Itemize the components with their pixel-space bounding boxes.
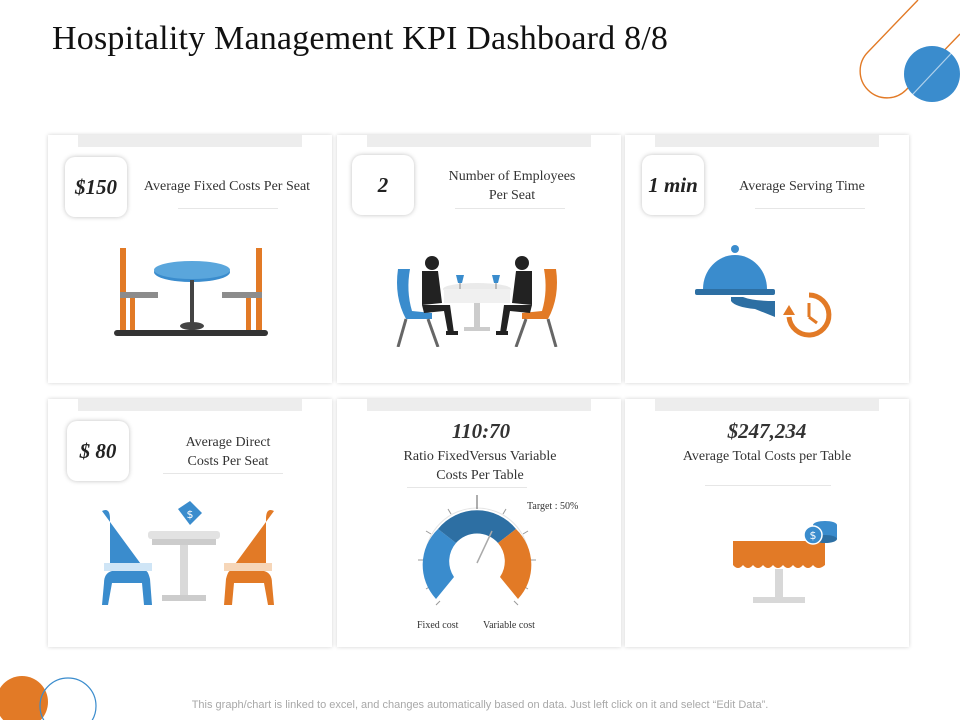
- svg-text:$: $: [810, 529, 817, 542]
- serving-cloche-illustration: [695, 245, 832, 338]
- kpi-card-direct-cost-seat: $ 80 Average Direct Costs Per Seat $: [48, 399, 332, 647]
- employees-at-table-illustration: [396, 256, 558, 347]
- kpi-value-box: 1 min: [642, 155, 704, 215]
- kpi-card-ratio: 110:70 Ratio FixedVersus Variable Costs …: [337, 399, 621, 647]
- total-cost-table-illustration: $: [733, 521, 837, 603]
- divider: [755, 208, 865, 209]
- table-chairs-illustration: [114, 248, 268, 336]
- kpi-value: 110:70: [451, 419, 511, 443]
- kpi-card-fixed-cost-seat: $150 Average Fixed Costs Per Seat: [48, 135, 332, 383]
- kpi-value-box: 2: [352, 155, 414, 215]
- kpi-label-line1: Ratio FixedVersus Variable: [403, 449, 557, 464]
- legend-fixed-cost: Fixed cost: [417, 620, 459, 631]
- footer-note: This graph/chart is linked to excel, and…: [191, 699, 769, 711]
- card-tab: [367, 135, 591, 147]
- kpi-label: Average Direct Costs Per Seat: [148, 433, 308, 471]
- legend-variable-cost: Variable cost: [483, 620, 535, 631]
- page-title: Hospitality Management KPI Dashboard 8/8: [52, 20, 669, 57]
- kpi-label: Average Serving Time: [739, 179, 865, 194]
- kpi-value-box: $ 80: [67, 421, 129, 481]
- card-tab: [78, 135, 302, 147]
- kpi-label-line2: Per Seat: [488, 188, 536, 203]
- kpi-label: Average Total Costs per Table: [682, 449, 852, 464]
- kpi-card-serving-time: 1 min Average Serving Time: [625, 135, 909, 383]
- ratio-gauge: [418, 495, 536, 606]
- svg-text:$: $: [187, 508, 194, 521]
- divider: [455, 208, 565, 209]
- kpi-label-line2: Costs Per Seat: [187, 454, 269, 469]
- kpi-label: Average Fixed Costs Per Seat: [143, 179, 311, 194]
- kpi-label-line2: Costs Per Table: [436, 468, 524, 483]
- kpi-label: Ratio FixedVersus Variable Costs Per Tab…: [377, 447, 583, 485]
- card-tab: [655, 399, 879, 411]
- divider: [705, 485, 831, 486]
- kpi-card-employees-seat: 2 Number of Employees Per Seat: [337, 135, 621, 383]
- decorative-circles-top: [859, 0, 960, 110]
- kpi-value-box: $150: [65, 157, 127, 217]
- kpi-value: $247,234: [727, 419, 807, 443]
- table-chairs-price-illustration: $: [102, 501, 274, 605]
- kpi-label-line1: Number of Employees: [448, 169, 576, 184]
- kpi-card-total-cost-table: $247,234 Average Total Costs per Table $: [625, 399, 909, 647]
- divider: [178, 208, 278, 209]
- divider: [407, 487, 527, 488]
- target-label: Target : 50%: [527, 501, 579, 512]
- decorative-circles-bottom: [0, 676, 97, 720]
- kpi-label: Number of Employees Per Seat: [427, 167, 597, 205]
- card-tab: [367, 399, 591, 411]
- kpi-label-line1: Average Direct: [185, 435, 271, 450]
- card-tab: [655, 135, 879, 147]
- card-tab: [78, 399, 302, 411]
- divider: [163, 473, 283, 474]
